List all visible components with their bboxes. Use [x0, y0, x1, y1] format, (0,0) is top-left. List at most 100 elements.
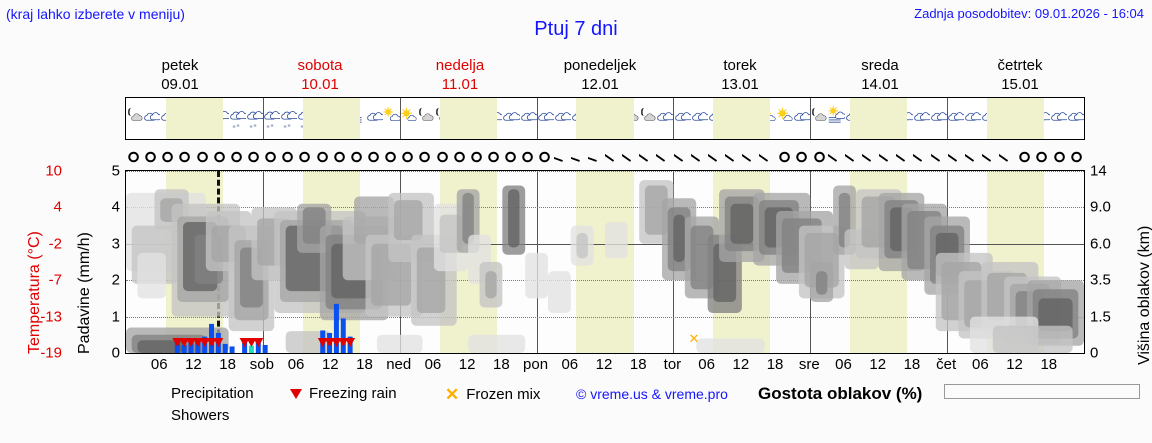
location-hint: (kraj lahko izberete v meniju) — [6, 6, 185, 22]
day-date: 15.01 — [1001, 76, 1039, 93]
page-title: Ptuj 7 dni — [534, 18, 618, 40]
svg-text:✱: ✱ — [232, 124, 236, 129]
wind-calm-icon — [365, 141, 382, 168]
wind-calm-icon — [485, 141, 502, 168]
wind-barb — [559, 141, 588, 168]
wind-barb — [869, 141, 896, 168]
weather-icon-c — [143, 98, 162, 139]
x-tick-sob: sob — [249, 356, 274, 373]
weather-icon-c — [913, 98, 932, 139]
cloud-height-tick: 6.0 — [1090, 235, 1111, 253]
precipitation-tick: 1 — [111, 308, 120, 326]
day-separator — [810, 98, 812, 139]
precipitation-tick: 5 — [111, 162, 120, 180]
wind-barb — [818, 141, 845, 168]
weather-icon-c — [656, 98, 676, 139]
precipitation-layer: ✕ — [172, 303, 699, 353]
weather-icon-mn — [639, 98, 656, 139]
showers-swatch — [130, 410, 164, 423]
cloud-height-axis-label: Višina oblakov (km) — [1136, 225, 1152, 365]
weather-icon-c — [366, 98, 385, 139]
legend-freezing-rain: Freezing rain — [290, 385, 397, 402]
x-axis-ticks: 06 12 18 sob 06 12 18 ned 06 12 18 pon 06 12 18 tor 06 12… — [125, 356, 1085, 376]
last-updated: Zadnja posodobitev: 09.01.2026 - 16:04 — [914, 6, 1144, 21]
wind-calm-icon — [382, 141, 399, 168]
weather-icon-c — [537, 98, 556, 139]
copyright-link[interactable]: © vreme.us & vreme.pro — [576, 386, 728, 402]
day-separator — [536, 98, 538, 139]
x-tick-18: 18 — [766, 356, 784, 373]
weather-icon-s — [776, 98, 793, 139]
svg-text:✱: ✱ — [270, 123, 274, 128]
wind-barb — [749, 141, 776, 168]
day-header-2: nedelja 11.01 — [390, 56, 530, 96]
weather-icon-c — [520, 98, 539, 139]
wind-calm-icon — [245, 141, 262, 168]
wind-calm-icon — [502, 141, 519, 168]
day-separator — [947, 98, 949, 139]
wind-calm-icon — [416, 141, 433, 168]
legend-showers: Showers — [130, 407, 229, 424]
wind-calm-icon — [296, 141, 313, 168]
temperature-tick: -2 — [48, 235, 62, 253]
wind-barb — [663, 141, 691, 168]
showers-label: Showers — [171, 407, 230, 424]
wind-barb — [698, 141, 725, 168]
wind-calm-icon — [228, 141, 245, 168]
wind-barb — [972, 141, 999, 168]
wind-calm-icon — [536, 141, 553, 168]
cloud-height-tick: 14 — [1090, 162, 1107, 180]
svg-text:✱: ✱ — [249, 124, 253, 129]
day-date: 13.01 — [721, 76, 759, 93]
day-name: nedelja — [435, 57, 485, 74]
weather-icon-c — [554, 98, 573, 139]
wind-barb-strip — [125, 141, 1085, 168]
x-tick-12: 12 — [595, 356, 613, 373]
wind-barb — [921, 141, 948, 168]
x-tick-12: 12 — [1006, 356, 1023, 373]
weather-icon-c — [964, 98, 984, 139]
svg-text:✱: ✱ — [266, 124, 270, 129]
precipitation-tick: 4 — [111, 198, 120, 216]
cloud-height-tick: 0 — [1090, 344, 1099, 362]
frozen-mix-icon: ✕ — [445, 385, 460, 404]
wind-calm-icon — [176, 141, 193, 168]
wind-barb — [886, 141, 913, 168]
precipitation-axis-title: Padavine (mm/h) — [58, 170, 93, 354]
svg-text:✱: ✱ — [236, 123, 240, 128]
weather-icon-c — [1067, 98, 1084, 139]
wind-calm-icon — [211, 141, 228, 168]
wind-calm-icon — [434, 141, 451, 168]
weather-icon-s — [400, 98, 417, 139]
day-name: torek — [723, 57, 757, 74]
wind-barb — [852, 141, 879, 168]
daylight-band — [987, 98, 1045, 139]
daylight-band — [302, 98, 360, 139]
x-tick-18: 18 — [356, 356, 373, 373]
temperature-tick: 10 — [45, 162, 62, 180]
day-separator — [673, 98, 675, 139]
wind-barb — [955, 141, 982, 168]
wind-barb — [732, 141, 759, 168]
wind-calm-icon — [793, 141, 810, 168]
grid-line — [126, 207, 1084, 209]
cloud-height-tick: 1.5 — [1090, 308, 1111, 326]
wind-calm-icon — [776, 141, 793, 168]
wind-calm-icon — [279, 141, 296, 168]
day-name: sobota — [297, 57, 343, 74]
weather-icon-cs: ✱✱ — [229, 98, 248, 139]
wind-barb — [903, 141, 930, 168]
legend-frozen-mix: ✕ Frozen mix — [445, 385, 540, 405]
cloud-height-axis-ticks: 14 9.0 6.0 3.5 1.5 0 — [1090, 163, 1134, 362]
day-header-4: torek 13.01 — [670, 56, 810, 96]
day-name: sreda — [861, 57, 899, 74]
wind-calm-icon — [468, 141, 485, 168]
daylight-band — [439, 98, 497, 139]
day-separator — [262, 98, 264, 139]
wind-barb — [989, 141, 1016, 168]
x-tick-06: 06 — [287, 356, 305, 373]
cloud-density-colorbar-labels — [944, 400, 1140, 418]
wind-calm-icon — [451, 141, 468, 168]
x-tick-12: 12 — [321, 356, 339, 373]
x-tick-06: 06 — [835, 356, 852, 373]
